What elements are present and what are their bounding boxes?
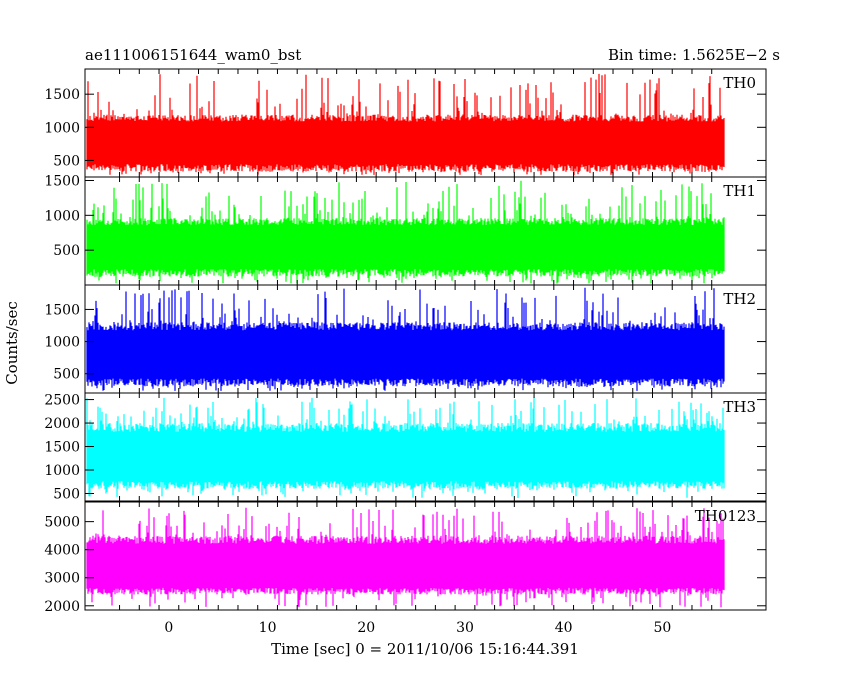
panel-th1: 500 1000 1500 TH1	[44, 173, 767, 286]
series-th0123	[86, 507, 725, 608]
panel-label: TH3	[723, 398, 756, 416]
series-th0	[86, 73, 725, 176]
x-tick-label: 20	[357, 620, 375, 636]
y-tick-label: 1000	[44, 335, 80, 351]
y-tick-label: 1000	[44, 208, 80, 224]
panel-th0: 500 1000 1500 TH0	[44, 68, 767, 178]
panel-frame	[84, 501, 767, 611]
y-tick-label: 2000	[44, 416, 80, 432]
panel-th2: 500 1000 1500 TH2	[44, 284, 767, 394]
series-th3	[86, 397, 725, 498]
y-tick-label: 500	[53, 243, 80, 259]
panel-label: TH2	[723, 290, 756, 308]
panel-th0123: 2000 3000 4000 5000 TH0123	[44, 501, 767, 615]
y-tick-label: 2000	[44, 599, 80, 615]
y-tick-label: 1500	[44, 302, 80, 318]
panel-label: TH0	[723, 74, 756, 92]
y-tick-label: 3000	[44, 571, 80, 587]
x-axis-ticks: 0 10 20 30 40 50	[164, 620, 671, 636]
panels-group: 500 1000 1500 TH0 500 1000 1500 TH1 500 1000 1500 T…	[44, 68, 767, 615]
y-tick-label: 500	[53, 153, 80, 169]
y-tick-label: 1000	[44, 463, 80, 479]
panel-label: TH1	[723, 182, 756, 200]
y-tick-label: 500	[53, 486, 80, 502]
x-tick-label: 30	[456, 620, 474, 636]
y-tick-label: 1500	[44, 87, 80, 103]
panel-th3: 500 1000 1500 2000 2500 TH3	[44, 392, 767, 502]
y-tick-label: 500	[53, 367, 80, 383]
y-tick-label: 1500	[44, 173, 80, 189]
series-th2	[86, 287, 725, 391]
series-th1	[86, 180, 725, 284]
chart-title-left: ae111006151644_wam0_bst	[85, 46, 301, 64]
x-tick-label: 10	[259, 620, 277, 636]
x-tick-label: 50	[653, 620, 671, 636]
y-axis-label: Counts/sec	[3, 301, 21, 385]
chart-title-right: Bin time: 1.5625E−2 s	[608, 46, 780, 64]
panel-label: TH0123	[695, 507, 756, 525]
x-axis-label: Time [sec] 0 = 2011/10/06 15:16:44.391	[271, 640, 579, 658]
y-tick-label: 1500	[44, 440, 80, 456]
y-tick-label: 4000	[44, 543, 80, 559]
y-tick-label: 5000	[44, 515, 80, 531]
y-tick-label: 1000	[44, 120, 80, 136]
x-tick-label: 40	[555, 620, 573, 636]
y-tick-label: 2500	[44, 393, 80, 409]
x-tick-label: 0	[164, 620, 173, 636]
